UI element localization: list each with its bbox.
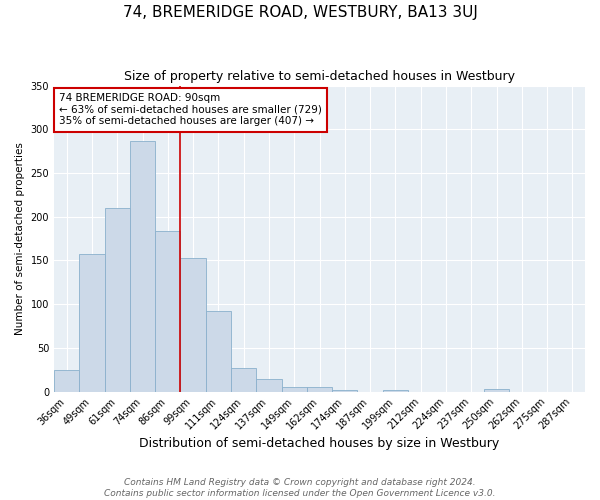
Bar [206,311,231,392]
Bar [104,208,130,392]
Bar [130,140,155,392]
Bar [307,387,332,392]
Text: 74, BREMERIDGE ROAD, WESTBURY, BA13 3UJ: 74, BREMERIDGE ROAD, WESTBURY, BA13 3UJ [122,5,478,20]
Bar [79,254,104,392]
Bar [256,380,281,392]
Bar [383,390,408,392]
Text: Contains HM Land Registry data © Crown copyright and database right 2024.
Contai: Contains HM Land Registry data © Crown c… [104,478,496,498]
Bar [281,387,307,392]
Bar [231,368,256,392]
Bar [155,230,181,392]
X-axis label: Distribution of semi-detached houses by size in Westbury: Distribution of semi-detached houses by … [139,437,500,450]
Bar [332,390,358,392]
Bar [484,389,509,392]
Bar [54,370,79,392]
Title: Size of property relative to semi-detached houses in Westbury: Size of property relative to semi-detach… [124,70,515,83]
Text: 74 BREMERIDGE ROAD: 90sqm
← 63% of semi-detached houses are smaller (729)
35% of: 74 BREMERIDGE ROAD: 90sqm ← 63% of semi-… [59,93,322,126]
Y-axis label: Number of semi-detached properties: Number of semi-detached properties [15,142,25,335]
Bar [181,258,206,392]
